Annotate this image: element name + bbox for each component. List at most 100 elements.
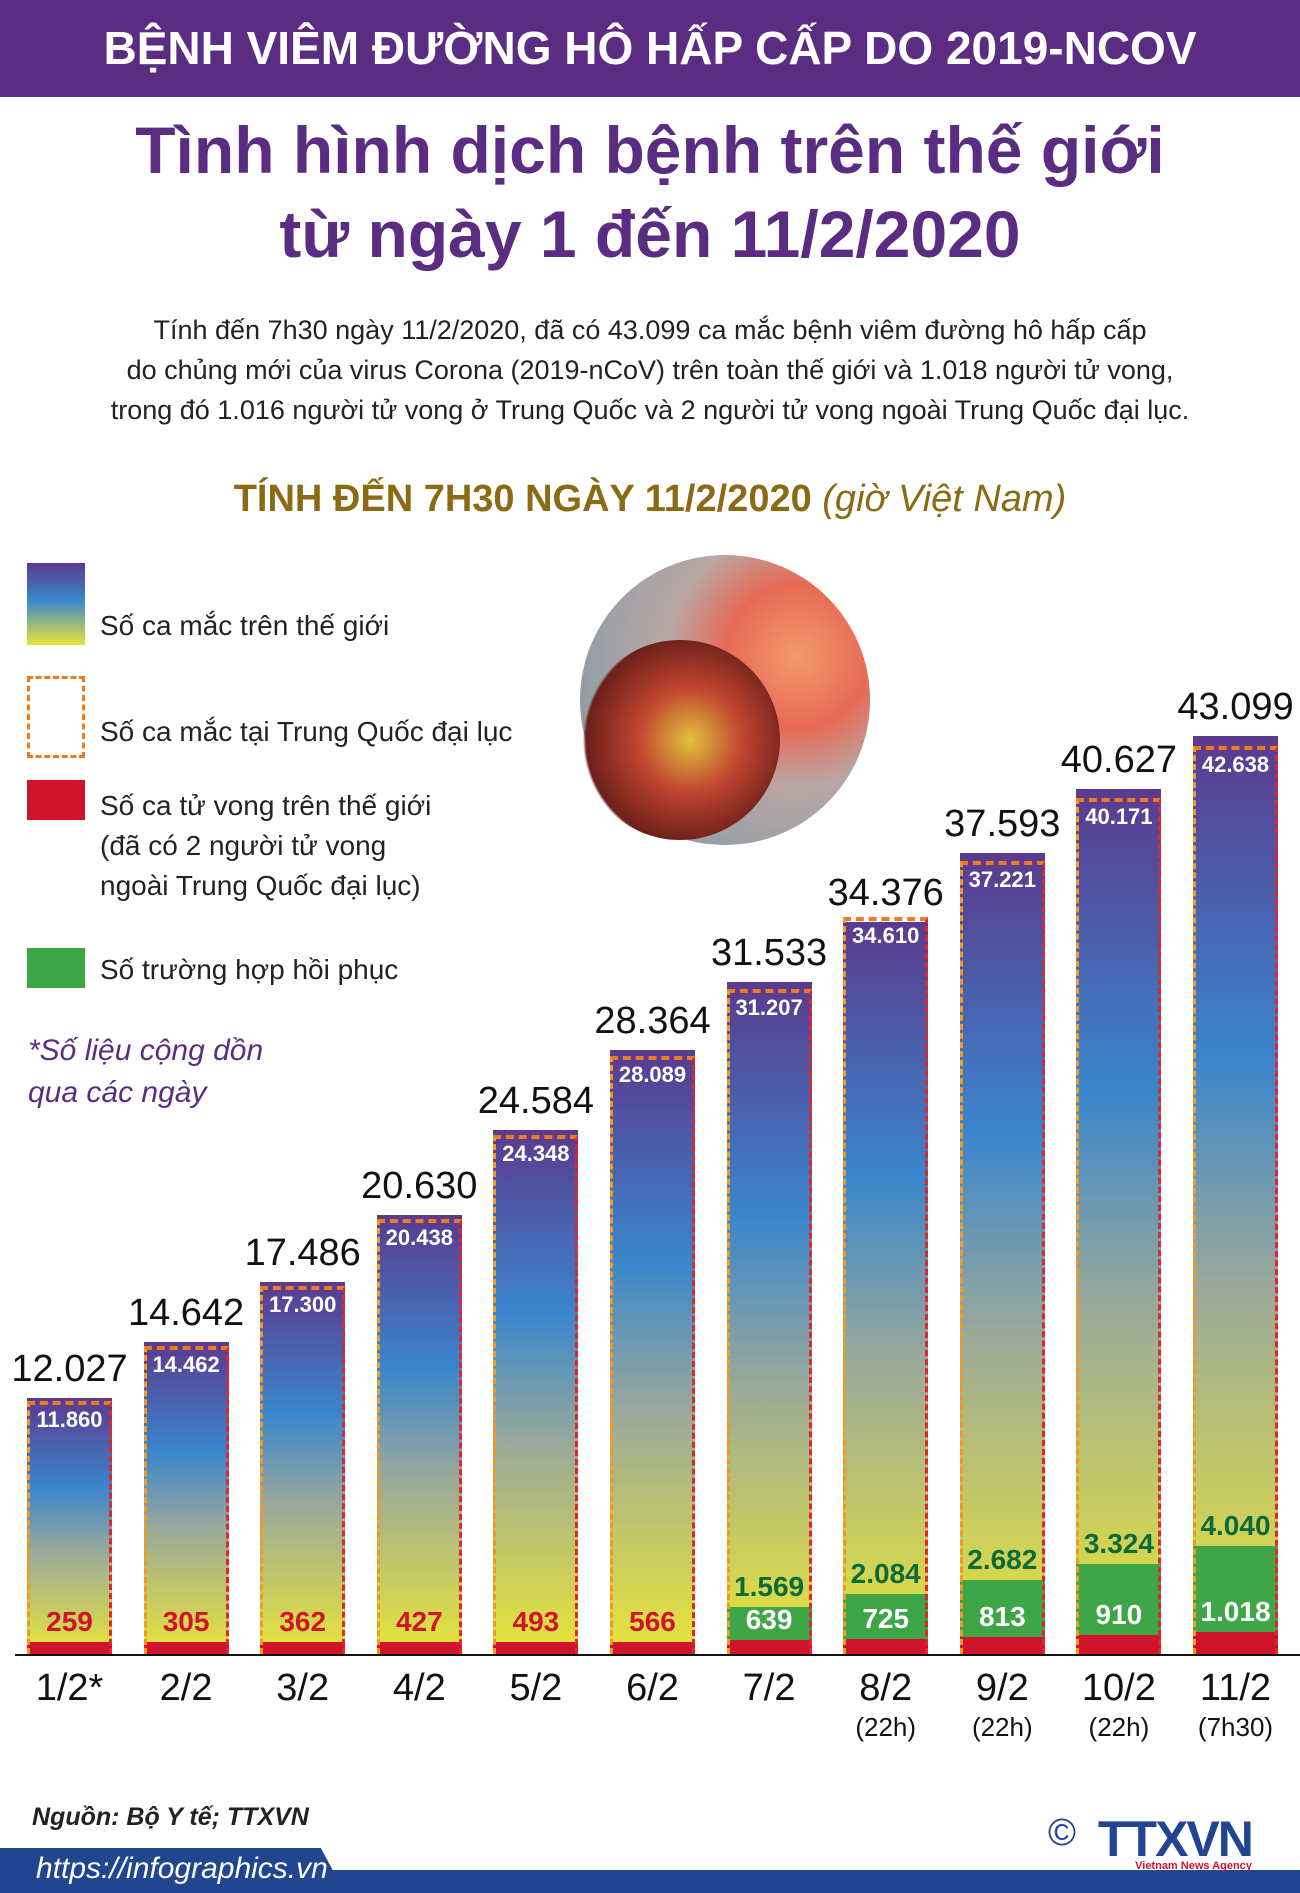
china-cases-label: 31.207	[735, 995, 803, 1021]
deaths-label: 813	[978, 1600, 1026, 1632]
deaths-label: 639	[745, 1604, 793, 1636]
deaths-bar	[610, 1641, 695, 1654]
china-cases-outline	[493, 1135, 579, 1654]
bar-3/2	[260, 1281, 346, 1654]
footer-bar	[0, 1870, 1300, 1893]
footer-url-link[interactable]: https://infographics.vn	[36, 1852, 328, 1885]
deaths-bar	[1193, 1632, 1278, 1654]
bar-11/2	[1193, 735, 1278, 1654]
china-cases-label: 20.438	[385, 1224, 453, 1250]
deaths-label: 427	[395, 1606, 443, 1637]
intro-line-1: Tính đến 7h30 ngày 11/2/2020, đã có 43.0…	[153, 315, 1147, 345]
world-cases-bar	[1076, 788, 1162, 1654]
bar-10/2	[1076, 788, 1162, 1654]
world-cases-label: 43.099	[1177, 685, 1294, 728]
china-cases-outline	[726, 989, 812, 1654]
x-tick-label: 5/2	[509, 1667, 563, 1709]
deaths-label: 910	[1095, 1598, 1143, 1630]
legend-deaths-1: Số ca tử vong trên thế giới	[100, 790, 432, 821]
recovered-label: 1.569	[734, 1570, 805, 1602]
china-cases-outline	[376, 1218, 462, 1654]
note-line-2: qua các ngày	[28, 1076, 207, 1109]
page-title-line2: từ ngày 1 đến 11/2/2020	[279, 197, 1021, 271]
deaths-label: 259	[46, 1606, 93, 1637]
subtitle-text: TÍNH ĐẾN 7H30 NGÀY 11/2/2020	[233, 478, 812, 520]
deaths-label: 1.018	[1200, 1596, 1271, 1628]
virus-particle-image	[580, 640, 780, 840]
china-cases-outline	[959, 861, 1045, 1654]
x-tick-label: 7/2	[742, 1667, 796, 1709]
china-cases-label: 14.462	[152, 1351, 220, 1377]
x-tick-label: 10/2	[1081, 1667, 1156, 1709]
chart-subtitle: TÍNH ĐẾN 7H30 NGÀY 11/2/2020 (giờ Việt N…	[0, 478, 1300, 521]
recovered-label: 2.084	[850, 1558, 921, 1590]
deaths-label: 566	[629, 1605, 676, 1637]
copyright-icon: ©	[1048, 1812, 1076, 1854]
china-cases-label: 28.089	[618, 1061, 687, 1087]
legend-deaths-3: ngoài Trung Quốc đại lục)	[100, 870, 421, 901]
world-cases-label: 14.642	[127, 1292, 245, 1335]
china-cases-label: 42.638	[1201, 751, 1270, 777]
china-cases-outline	[143, 1345, 229, 1654]
logo-subtext: Vietnam News Agency	[1135, 1860, 1252, 1872]
china-cases-label: 11.860	[36, 1407, 103, 1433]
china-cases-outline	[1076, 798, 1162, 1654]
world-cases-bar	[260, 1281, 346, 1654]
legend-world: Số ca mắc trên thế giới	[100, 610, 390, 641]
deaths-label: 493	[512, 1606, 560, 1637]
china-cases-outline	[27, 1401, 112, 1654]
intro-line-2: do chủng mới của virus Corona (2019-nCoV…	[126, 355, 1174, 385]
world-cases-bar	[27, 1397, 112, 1654]
deaths-bar	[376, 1641, 462, 1654]
china-cases-outline	[260, 1285, 346, 1654]
world-cases-label: 28.364	[594, 999, 711, 1042]
world-cases-bar	[726, 982, 812, 1654]
recovered-label: 4.040	[1200, 1510, 1271, 1542]
intro-line-3: trong đó 1.016 người tử vong ở Trung Quố…	[110, 395, 1190, 425]
bar-1/2*	[27, 1397, 112, 1654]
bar-5/2	[493, 1130, 579, 1654]
x-tick-label: 4/2	[392, 1667, 446, 1709]
deaths-label: 305	[162, 1606, 210, 1637]
bar-7/2	[726, 982, 812, 1654]
deaths-bar	[260, 1641, 346, 1654]
page-title-line1: Tình hình dịch bệnh trên thế giới	[135, 113, 1165, 187]
x-tick-label: 1/2*	[35, 1667, 104, 1709]
x-tick-label: 8/2	[859, 1667, 913, 1709]
deaths-bar	[1076, 1634, 1162, 1654]
world-cases-bar	[959, 853, 1045, 1654]
deaths-bar	[27, 1641, 112, 1654]
deaths-bar	[843, 1638, 929, 1654]
bar-2/2	[143, 1342, 229, 1654]
china-cases-label: 40.171	[1085, 804, 1153, 830]
world-cases-label: 34.376	[827, 871, 944, 914]
header-banner: BỆNH VIÊM ĐƯỜNG HÔ HẤP CẤP DO 2019-NCOV	[0, 0, 1300, 97]
x-tick-sublabel: (22h)	[971, 1712, 1033, 1742]
x-tick-sublabel: (22h)	[1088, 1712, 1150, 1742]
legend-swatch-china	[27, 676, 85, 758]
bar-8/2	[843, 916, 929, 1654]
x-axis-line	[15, 1654, 1300, 1656]
deaths-bar	[143, 1641, 229, 1654]
china-cases-label: 37.221	[968, 867, 1036, 893]
cumulative-note: *Số liệu cộng dồn qua các ngày	[28, 1030, 263, 1114]
deaths-bar	[959, 1636, 1045, 1654]
world-cases-label: 24.584	[477, 1080, 594, 1123]
logo-text: TTXVN	[1098, 1811, 1254, 1867]
x-tick-label: 3/2	[276, 1667, 330, 1709]
legend-recovered: Số trường hợp hồi phục	[100, 954, 399, 985]
world-cases-bar	[843, 921, 929, 1654]
china-cases-outline	[843, 916, 929, 1654]
source-text: Nguồn: Bộ Y tế; TTXVN	[32, 1803, 309, 1831]
china-cases-label: 24.348	[502, 1141, 570, 1167]
x-tick-label: 9/2	[975, 1667, 1029, 1709]
bar-9/2	[959, 853, 1045, 1654]
x-tick-label: 6/2	[626, 1667, 679, 1709]
note-line-1: *Số liệu cộng dồn	[28, 1034, 264, 1067]
world-cases-label: 31.533	[710, 932, 828, 975]
world-cases-label: 40.627	[1060, 738, 1177, 781]
deaths-bar	[726, 1640, 812, 1654]
bar-6/2	[610, 1049, 695, 1654]
legend-swatch-deaths	[27, 780, 85, 820]
x-tick-label: 2/2	[159, 1667, 213, 1709]
